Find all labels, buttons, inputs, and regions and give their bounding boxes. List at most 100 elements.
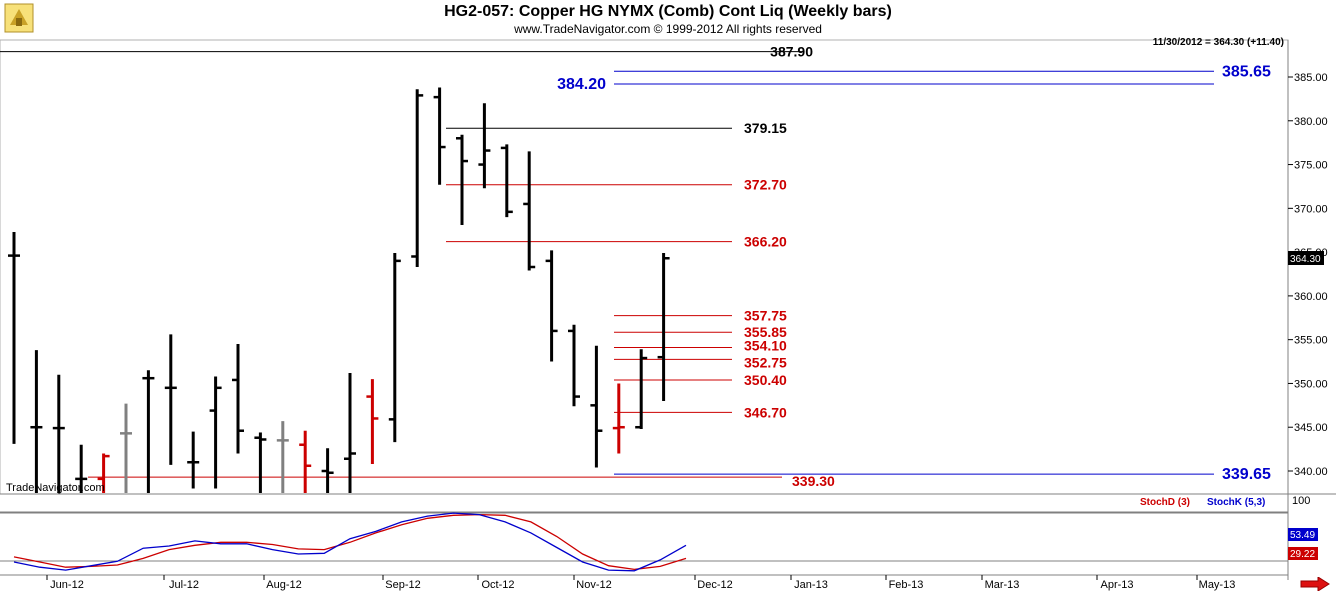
level-line: 366.20 [446, 234, 787, 250]
stoch-legend-k: StochK (5,3) [1207, 497, 1265, 508]
ohlc-bar [456, 134, 468, 225]
stoch-k-value-box: 53.49 [1288, 528, 1318, 541]
level-label: 350.40 [744, 372, 787, 388]
level-label: 357.75 [744, 308, 787, 324]
time-tick-label: Feb-13 [889, 579, 924, 591]
ohlc-bar [321, 448, 334, 493]
chart-title: HG2-057: Copper HG NYMX (Comb) Cont Liq … [444, 3, 892, 20]
ohlc-bar [388, 252, 401, 443]
stochastic-panel [13, 512, 687, 572]
status-readout: 11/30/2012 = 364.30 (+11.40) [1152, 37, 1284, 48]
ohlc-bar [8, 231, 20, 444]
stoch-d-value: 29.22 [1290, 549, 1315, 560]
ohlc-bar [164, 334, 177, 465]
ohlc-bar [411, 89, 424, 267]
level-line: 384.20 [557, 76, 1214, 93]
ohlc-bar [276, 421, 289, 493]
ohlc-bar [612, 383, 625, 454]
level-line: 387.90 [0, 44, 813, 60]
price-panel-frame [0, 39, 1289, 495]
ohlc-bar [75, 444, 88, 493]
price-tick-label: 385.00 [1294, 72, 1328, 84]
ohlc-bar [97, 453, 110, 493]
last-price-box: 364.30 [1288, 251, 1324, 265]
level-label: 346.70 [744, 404, 787, 420]
time-tick-label: Dec-12 [697, 579, 732, 591]
level-lines: 387.90 385.65 384.20 379.15 372.70 366.20 357.… [0, 44, 1271, 489]
price-tick-label: 375.00 [1294, 160, 1328, 172]
price-tick-label: 340.00 [1294, 466, 1328, 478]
level-line: 339.65 [614, 466, 1271, 483]
time-tick-label: Mar-13 [985, 579, 1020, 591]
level-line: 379.15 [446, 120, 787, 136]
price-tick-label: 360.00 [1294, 291, 1328, 303]
ohlc-bar [635, 349, 648, 429]
price-tick-label: 370.00 [1294, 203, 1328, 215]
level-label: 387.90 [770, 44, 813, 60]
price-tick-label: 355.00 [1294, 335, 1328, 347]
ohlc-bar [30, 350, 43, 493]
scroll-right-arrow-icon[interactable] [1300, 577, 1330, 591]
ohlc-bar [500, 144, 513, 218]
stoch-top-tick: 100 [1292, 495, 1310, 507]
level-label: 366.20 [744, 234, 787, 250]
level-label: 372.70 [744, 177, 787, 193]
stoch-legend-d: StochD (3) [1140, 497, 1190, 508]
ohlc-bar [142, 370, 155, 493]
ohlc-bar [366, 379, 379, 464]
ohlc-bar [187, 431, 200, 489]
time-tick-label: Jan-13 [794, 579, 828, 591]
level-label: 385.65 [1222, 63, 1271, 80]
ohlc-bar [254, 432, 267, 493]
price-tick-label: 380.00 [1294, 116, 1328, 128]
price-bars [8, 87, 670, 493]
ohlc-bar [344, 372, 356, 493]
trade-navigator-logo-icon[interactable] [4, 3, 34, 33]
price-tick-label: 350.00 [1294, 378, 1328, 390]
level-line: 355.85 [614, 324, 787, 340]
level-line: 357.75 [614, 308, 787, 324]
level-line: 350.40 [614, 372, 787, 388]
price-tick-label: 345.00 [1294, 422, 1328, 434]
level-line: 385.65 [614, 63, 1271, 80]
ohlc-bar [590, 345, 603, 468]
stoch-k-value: 53.49 [1290, 530, 1315, 541]
ohlc-bar [209, 376, 222, 489]
stoch-d-value-box: 29.22 [1288, 547, 1318, 560]
ohlc-bar [433, 87, 446, 185]
time-tick-label: Aug-12 [266, 579, 301, 591]
ohlc-bar [478, 103, 491, 189]
level-line: 339.30 [88, 473, 835, 489]
level-label: 352.75 [744, 354, 787, 370]
ohlc-bar [523, 151, 536, 271]
time-tick-label: Sep-12 [385, 579, 420, 591]
level-label: 339.30 [792, 473, 835, 489]
level-label: 384.20 [557, 76, 606, 93]
time-axis-ticks: Jun-12 Jul-12 Aug-12 Sep-12 Oct-12 Nov-12 Dec-… [46, 575, 1236, 591]
time-tick-label: Nov-12 [576, 579, 611, 591]
stoch-d-line [13, 513, 687, 571]
level-label: 355.85 [744, 324, 787, 340]
ohlc-bar [545, 250, 558, 362]
stoch-k-line [13, 512, 687, 572]
ohlc-bar [657, 252, 670, 401]
time-tick-label: Oct-12 [481, 579, 514, 591]
level-line: 346.70 [614, 404, 787, 420]
ohlc-bar [120, 403, 132, 493]
level-label: 354.10 [744, 338, 787, 354]
time-tick-label: Apr-13 [1100, 579, 1133, 591]
ohlc-bar [299, 430, 312, 493]
time-tick-label: May-13 [1199, 579, 1236, 591]
level-line: 354.10 [614, 338, 787, 354]
watermark-text: TradeNavigator.com [6, 482, 105, 494]
last-price-label: 364.30 [1290, 254, 1321, 265]
ohlc-bar [568, 324, 580, 407]
ohlc-bar [52, 374, 65, 493]
level-line: 372.70 [446, 177, 787, 193]
time-tick-label: Jun-12 [50, 579, 84, 591]
level-label: 379.15 [744, 120, 787, 136]
level-line: 352.75 [614, 354, 787, 370]
chart-subtitle: www.TradeNavigator.com © 1999-2012 All r… [514, 22, 822, 36]
time-tick-label: Jul-12 [169, 579, 199, 591]
